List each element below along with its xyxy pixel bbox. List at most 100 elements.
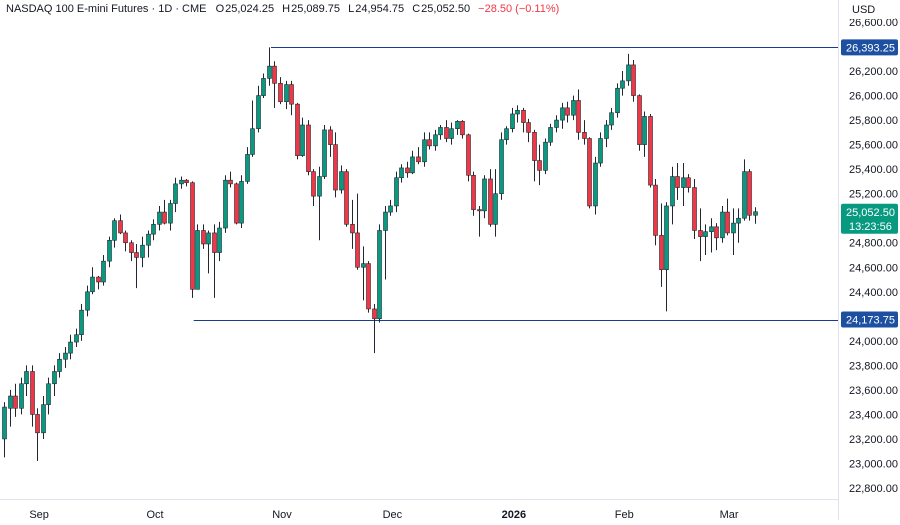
candle	[96, 275, 101, 290]
candles	[2, 47, 758, 462]
candle	[664, 202, 669, 312]
low-label: L	[348, 3, 355, 15]
candle	[184, 178, 189, 187]
candle-body	[52, 371, 57, 385]
candle	[46, 377, 51, 415]
candle	[366, 261, 371, 313]
time-tick-label: Oct	[146, 509, 163, 520]
candle-body	[388, 205, 393, 213]
candle	[455, 120, 460, 135]
candle	[201, 224, 206, 249]
candle	[659, 203, 664, 287]
candle	[190, 181, 195, 298]
candle	[151, 219, 156, 241]
candle-body	[68, 341, 73, 354]
candle-body	[609, 112, 614, 126]
high-label: H	[282, 3, 291, 15]
candle-body	[747, 171, 752, 216]
candle-body	[184, 179, 189, 183]
candle	[212, 224, 217, 298]
candle-body	[173, 183, 178, 204]
candle-body	[410, 156, 415, 174]
candle-body	[576, 100, 581, 133]
candle	[709, 218, 714, 253]
candle	[394, 171, 399, 213]
close-label: C	[412, 3, 421, 15]
candle-body	[2, 406, 7, 440]
candle-body	[532, 132, 537, 161]
candle	[333, 132, 338, 198]
candle-body	[151, 224, 156, 235]
currency-label: USD	[852, 4, 876, 16]
candle-body	[537, 160, 542, 171]
candle-body	[350, 224, 355, 234]
candle-body	[460, 121, 465, 136]
time-tick-label: 2026	[502, 509, 526, 520]
candle	[720, 205, 725, 243]
candle-body	[46, 383, 51, 405]
price-axis[interactable]: 22,800.00 23,000.00 23,200.00 23,400.00 23,6…	[849, 17, 898, 495]
candle-body	[681, 177, 686, 188]
candle	[460, 120, 465, 139]
candle-body	[284, 84, 289, 103]
candle-body	[339, 171, 344, 191]
change-value: −28.50 (−0.11%)	[478, 3, 560, 15]
candle-body	[157, 211, 162, 225]
candle-body	[311, 171, 316, 197]
candle-body	[85, 291, 90, 311]
candle	[306, 120, 311, 176]
candle	[90, 267, 95, 295]
candle-body	[372, 308, 377, 320]
open-value: 25,024.25	[225, 3, 275, 15]
candle-body	[471, 174, 476, 210]
candle-body	[317, 176, 322, 197]
price-tick-label: 25,600.00	[849, 140, 898, 152]
time-tick-label: Mar	[720, 509, 739, 520]
candle	[747, 169, 752, 221]
candle-body	[289, 84, 294, 105]
symbol-title[interactable]: NASDAQ 100 E-mini Futures · 1D · CME	[6, 3, 207, 15]
candle-body	[306, 124, 311, 172]
candle	[173, 177, 178, 213]
candle-body	[720, 211, 725, 239]
candle-body	[571, 100, 576, 116]
candle	[13, 383, 18, 417]
candle-body	[664, 205, 669, 271]
candle-body	[510, 113, 515, 129]
price-tick-label: 24,000.00	[849, 336, 898, 348]
candle-body	[725, 211, 730, 234]
candle	[217, 221, 222, 262]
candle-body	[245, 154, 250, 182]
candle	[284, 80, 289, 110]
candle	[129, 240, 134, 262]
time-axis[interactable]: Sep Oct Nov Dec 2026 Feb Mar	[29, 509, 739, 521]
candle-body	[593, 162, 598, 207]
time-tick-label: Dec	[383, 509, 403, 520]
currency-button[interactable]: USD	[843, 1, 895, 19]
candle-body	[731, 222, 736, 234]
candle	[250, 100, 255, 157]
candle-body	[195, 230, 200, 290]
candle-body	[653, 184, 658, 236]
candle	[653, 178, 658, 246]
candle-body	[35, 414, 40, 434]
candle	[642, 111, 647, 157]
candle	[146, 230, 151, 258]
candle	[736, 208, 741, 243]
candle	[686, 174, 691, 193]
price-tick-label: 23,200.00	[849, 434, 898, 446]
price-tick-label: 24,400.00	[849, 287, 898, 299]
candle-body	[543, 141, 548, 171]
candle	[140, 236, 145, 268]
candle	[328, 126, 333, 157]
candle	[68, 334, 73, 360]
candle	[228, 171, 233, 188]
candle	[587, 137, 592, 209]
candle-body	[13, 395, 18, 409]
candle	[24, 365, 29, 397]
candle-body	[201, 230, 206, 245]
candle	[157, 205, 162, 231]
candle	[195, 224, 200, 290]
